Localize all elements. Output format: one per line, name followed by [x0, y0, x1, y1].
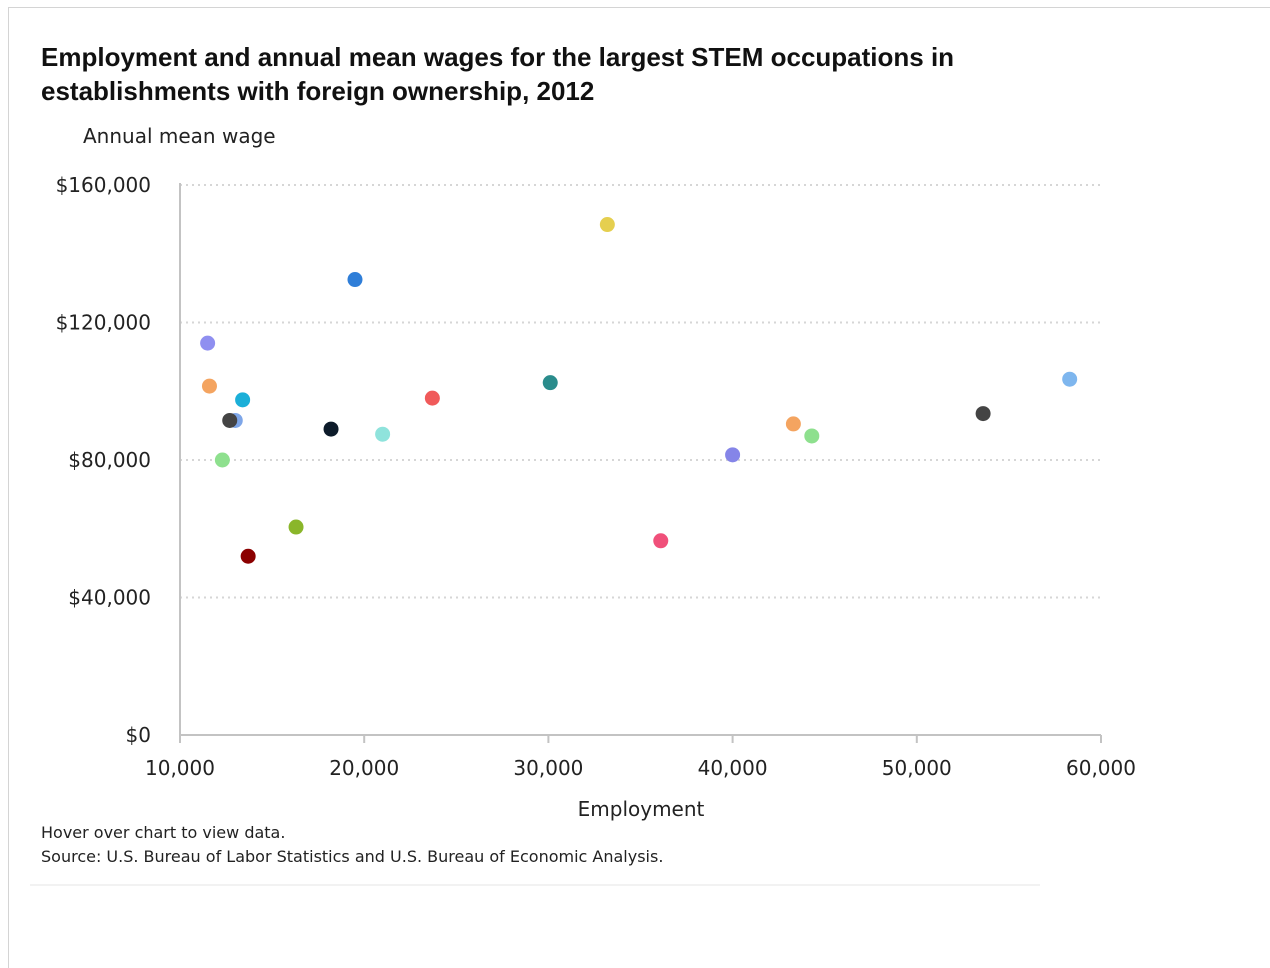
data-point[interactable]	[725, 447, 741, 463]
x-ticks: 10,000 20,000 30,000 40,000 50,000 60,000	[145, 735, 1136, 780]
y-tick-label: $80,000	[68, 448, 151, 472]
source-note: Source: U.S. Bureau of Labor Statistics …	[41, 847, 664, 866]
x-tick-label: 30,000	[513, 756, 583, 780]
data-point[interactable]	[347, 272, 363, 288]
data-point[interactable]	[222, 412, 238, 428]
data-point[interactable]	[375, 426, 391, 442]
gridlines	[180, 184, 1101, 599]
y-tick-label: $0	[126, 723, 151, 747]
data-points[interactable]	[200, 217, 1078, 564]
data-point[interactable]	[785, 416, 801, 432]
data-point[interactable]	[804, 428, 820, 444]
data-point[interactable]	[240, 548, 256, 564]
data-point[interactable]	[975, 406, 991, 422]
y-axis-title: Annual mean wage	[83, 124, 276, 148]
data-point[interactable]	[323, 421, 339, 437]
data-point[interactable]	[424, 390, 440, 406]
data-point[interactable]	[288, 519, 304, 535]
bottom-divider	[30, 884, 1040, 886]
y-tick-label: $40,000	[68, 586, 151, 610]
hover-note: Hover over chart to view data.	[41, 823, 286, 842]
data-point[interactable]	[235, 392, 251, 408]
data-point[interactable]	[1062, 371, 1078, 387]
y-tick-label: $120,000	[56, 311, 151, 335]
axes	[179, 183, 1101, 736]
scatter-chart[interactable]: $0 $40,000 $80,000 $120,000 $160,000 10,000 2…	[0, 0, 1270, 830]
y-ticks: $0 $40,000 $80,000 $120,000 $160,000	[56, 173, 151, 747]
data-point[interactable]	[653, 533, 669, 549]
data-point[interactable]	[214, 452, 230, 468]
chart-title: Employment and annual mean wages for the…	[41, 42, 955, 106]
x-axis-title: Employment	[578, 797, 705, 821]
data-point[interactable]	[599, 217, 615, 233]
data-point[interactable]	[542, 375, 558, 391]
x-tick-label: 20,000	[329, 756, 399, 780]
chart-frame	[8, 7, 1270, 968]
data-point[interactable]	[201, 378, 217, 394]
x-tick-label: 60,000	[1066, 756, 1136, 780]
y-tick-label: $160,000	[56, 173, 151, 197]
data-point[interactable]	[200, 335, 216, 351]
x-tick-label: 40,000	[698, 756, 768, 780]
x-tick-label: 50,000	[882, 756, 952, 780]
x-tick-label: 10,000	[145, 756, 215, 780]
